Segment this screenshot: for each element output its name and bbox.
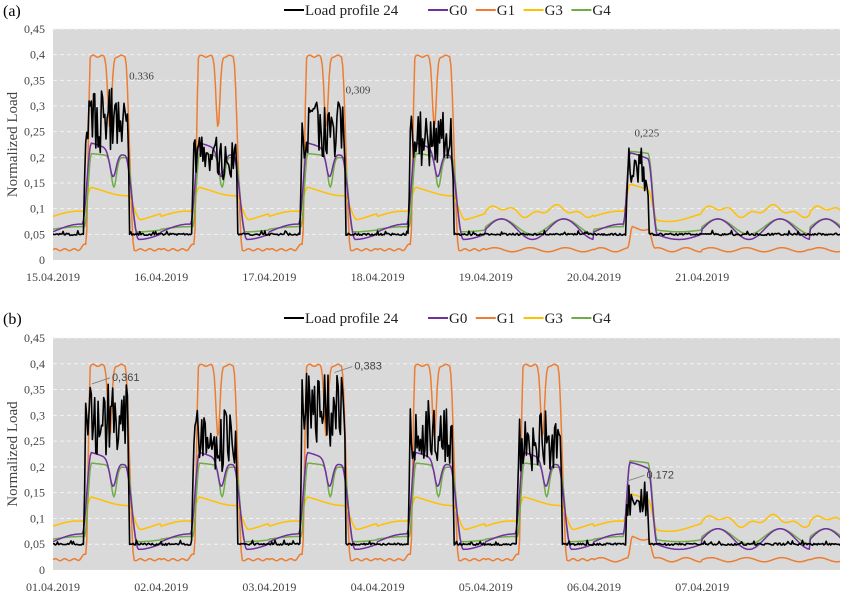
series-line-load (53, 87, 840, 237)
series-line-load (53, 372, 840, 547)
y-tick-label: 0,15 (24, 486, 45, 500)
panel-label: (b) (3, 311, 22, 328)
y-tick-label: 0 (39, 253, 45, 267)
x-tick-label: 04.04.2019 (351, 580, 405, 591)
annotation-label: 0,225 (634, 128, 659, 140)
legend-label-g0: G0 (449, 311, 467, 327)
annotation-leader (334, 366, 353, 374)
y-tick-label: 0,15 (24, 176, 45, 190)
x-tick-label: 21.04.2019 (675, 270, 729, 284)
y-tick-label: 0,2 (30, 150, 45, 164)
annotation-label: 0.336 (129, 71, 154, 83)
x-tick-label: 17.04.2019 (242, 270, 296, 284)
panel-label: (a) (3, 3, 21, 20)
y-tick-label: 0,35 (24, 73, 45, 87)
y-tick-label: 0,25 (24, 434, 45, 448)
legend-label-g4: G4 (592, 3, 611, 19)
annotation-label: 0,383 (354, 361, 382, 373)
x-tick-label: 01.04.2019 (26, 580, 80, 591)
y-tick-label: 0,4 (30, 48, 45, 62)
x-tick-label: 16.04.2019 (134, 270, 188, 284)
y-tick-label: 0,2 (30, 460, 45, 474)
x-tick-label: 07.04.2019 (675, 580, 729, 591)
annotation-label: 0.172 (646, 469, 674, 481)
legend: Load profile 24 G0 G1 G3 G4 (284, 3, 611, 19)
chart-b-svg: (b) Load profile 24 G0 G1 G3 G4 0 0,05 0,1 0,15 0,… (3, 311, 840, 591)
chart-panel-a: (a) Load profile 24 G0 G1 G3 G4 0 0,05 0,1 0,15 0,… (3, 3, 840, 284)
legend-label-g3: G3 (545, 3, 563, 19)
y-tick-label: 0,45 (24, 331, 45, 345)
y-tick-label: 0,25 (24, 125, 45, 139)
x-tick-label: 20.04.2019 (567, 270, 621, 284)
x-tick-label: 19.04.2019 (459, 270, 513, 284)
annotation-label: 0,309 (346, 84, 371, 96)
chart-panel-b: (b) Load profile 24 G0 G1 G3 G4 0 0,05 0,1 0,15 0,… (0, 308, 843, 591)
y-tick-label: 0,35 (24, 383, 45, 397)
legend-label-g4: G4 (592, 311, 611, 327)
annotation-label: 0,361 (112, 372, 140, 384)
legend-label-g1: G1 (497, 311, 515, 327)
series-line-g3 (53, 493, 840, 533)
y-tick-label: 0,45 (24, 22, 45, 36)
x-tick-label: 02.04.2019 (134, 580, 188, 591)
series-line-g1 (53, 54, 840, 253)
y-tick-label: 0 (39, 563, 45, 577)
legend-label-g0: G0 (449, 3, 467, 19)
legend-label-load: Load profile 24 (305, 311, 399, 327)
y-tick-label: 0,05 (24, 227, 45, 241)
x-tick-label: 03.04.2019 (242, 580, 296, 591)
annotation-leader (91, 377, 111, 385)
chart-a-svg: (a) Load profile 24 G0 G1 G3 G4 0 0,05 0,1 0,15 0,… (3, 3, 840, 284)
y-tick-label: 0,3 (30, 99, 45, 113)
series-line-g1 (53, 363, 840, 563)
y-tick-label: 0,3 (30, 408, 45, 422)
y-tick-label: 0,1 (30, 511, 45, 525)
legend-label-g3: G3 (545, 311, 563, 327)
y-axis-label: Normalized Load (5, 401, 21, 507)
annotation-leader (626, 474, 645, 482)
x-tick-label: 15.04.2019 (26, 270, 80, 284)
plot-area (53, 338, 840, 570)
series-line-g3 (53, 183, 840, 223)
legend: Load profile 24 G0 G1 G3 G4 (284, 311, 611, 327)
x-tick-label: 18.04.2019 (351, 270, 405, 284)
legend-label-load: Load profile 24 (305, 3, 399, 19)
y-axis-label: Normalized Load (5, 91, 21, 197)
x-tick-label: 05.04.2019 (459, 580, 513, 591)
series-line-g0 (53, 451, 840, 551)
y-tick-label: 0,05 (24, 537, 45, 551)
legend-label-g1: G1 (497, 3, 515, 19)
x-tick-label: 06.04.2019 (567, 580, 621, 591)
y-tick-label: 0,4 (30, 357, 45, 371)
y-tick-label: 0,1 (30, 202, 45, 216)
